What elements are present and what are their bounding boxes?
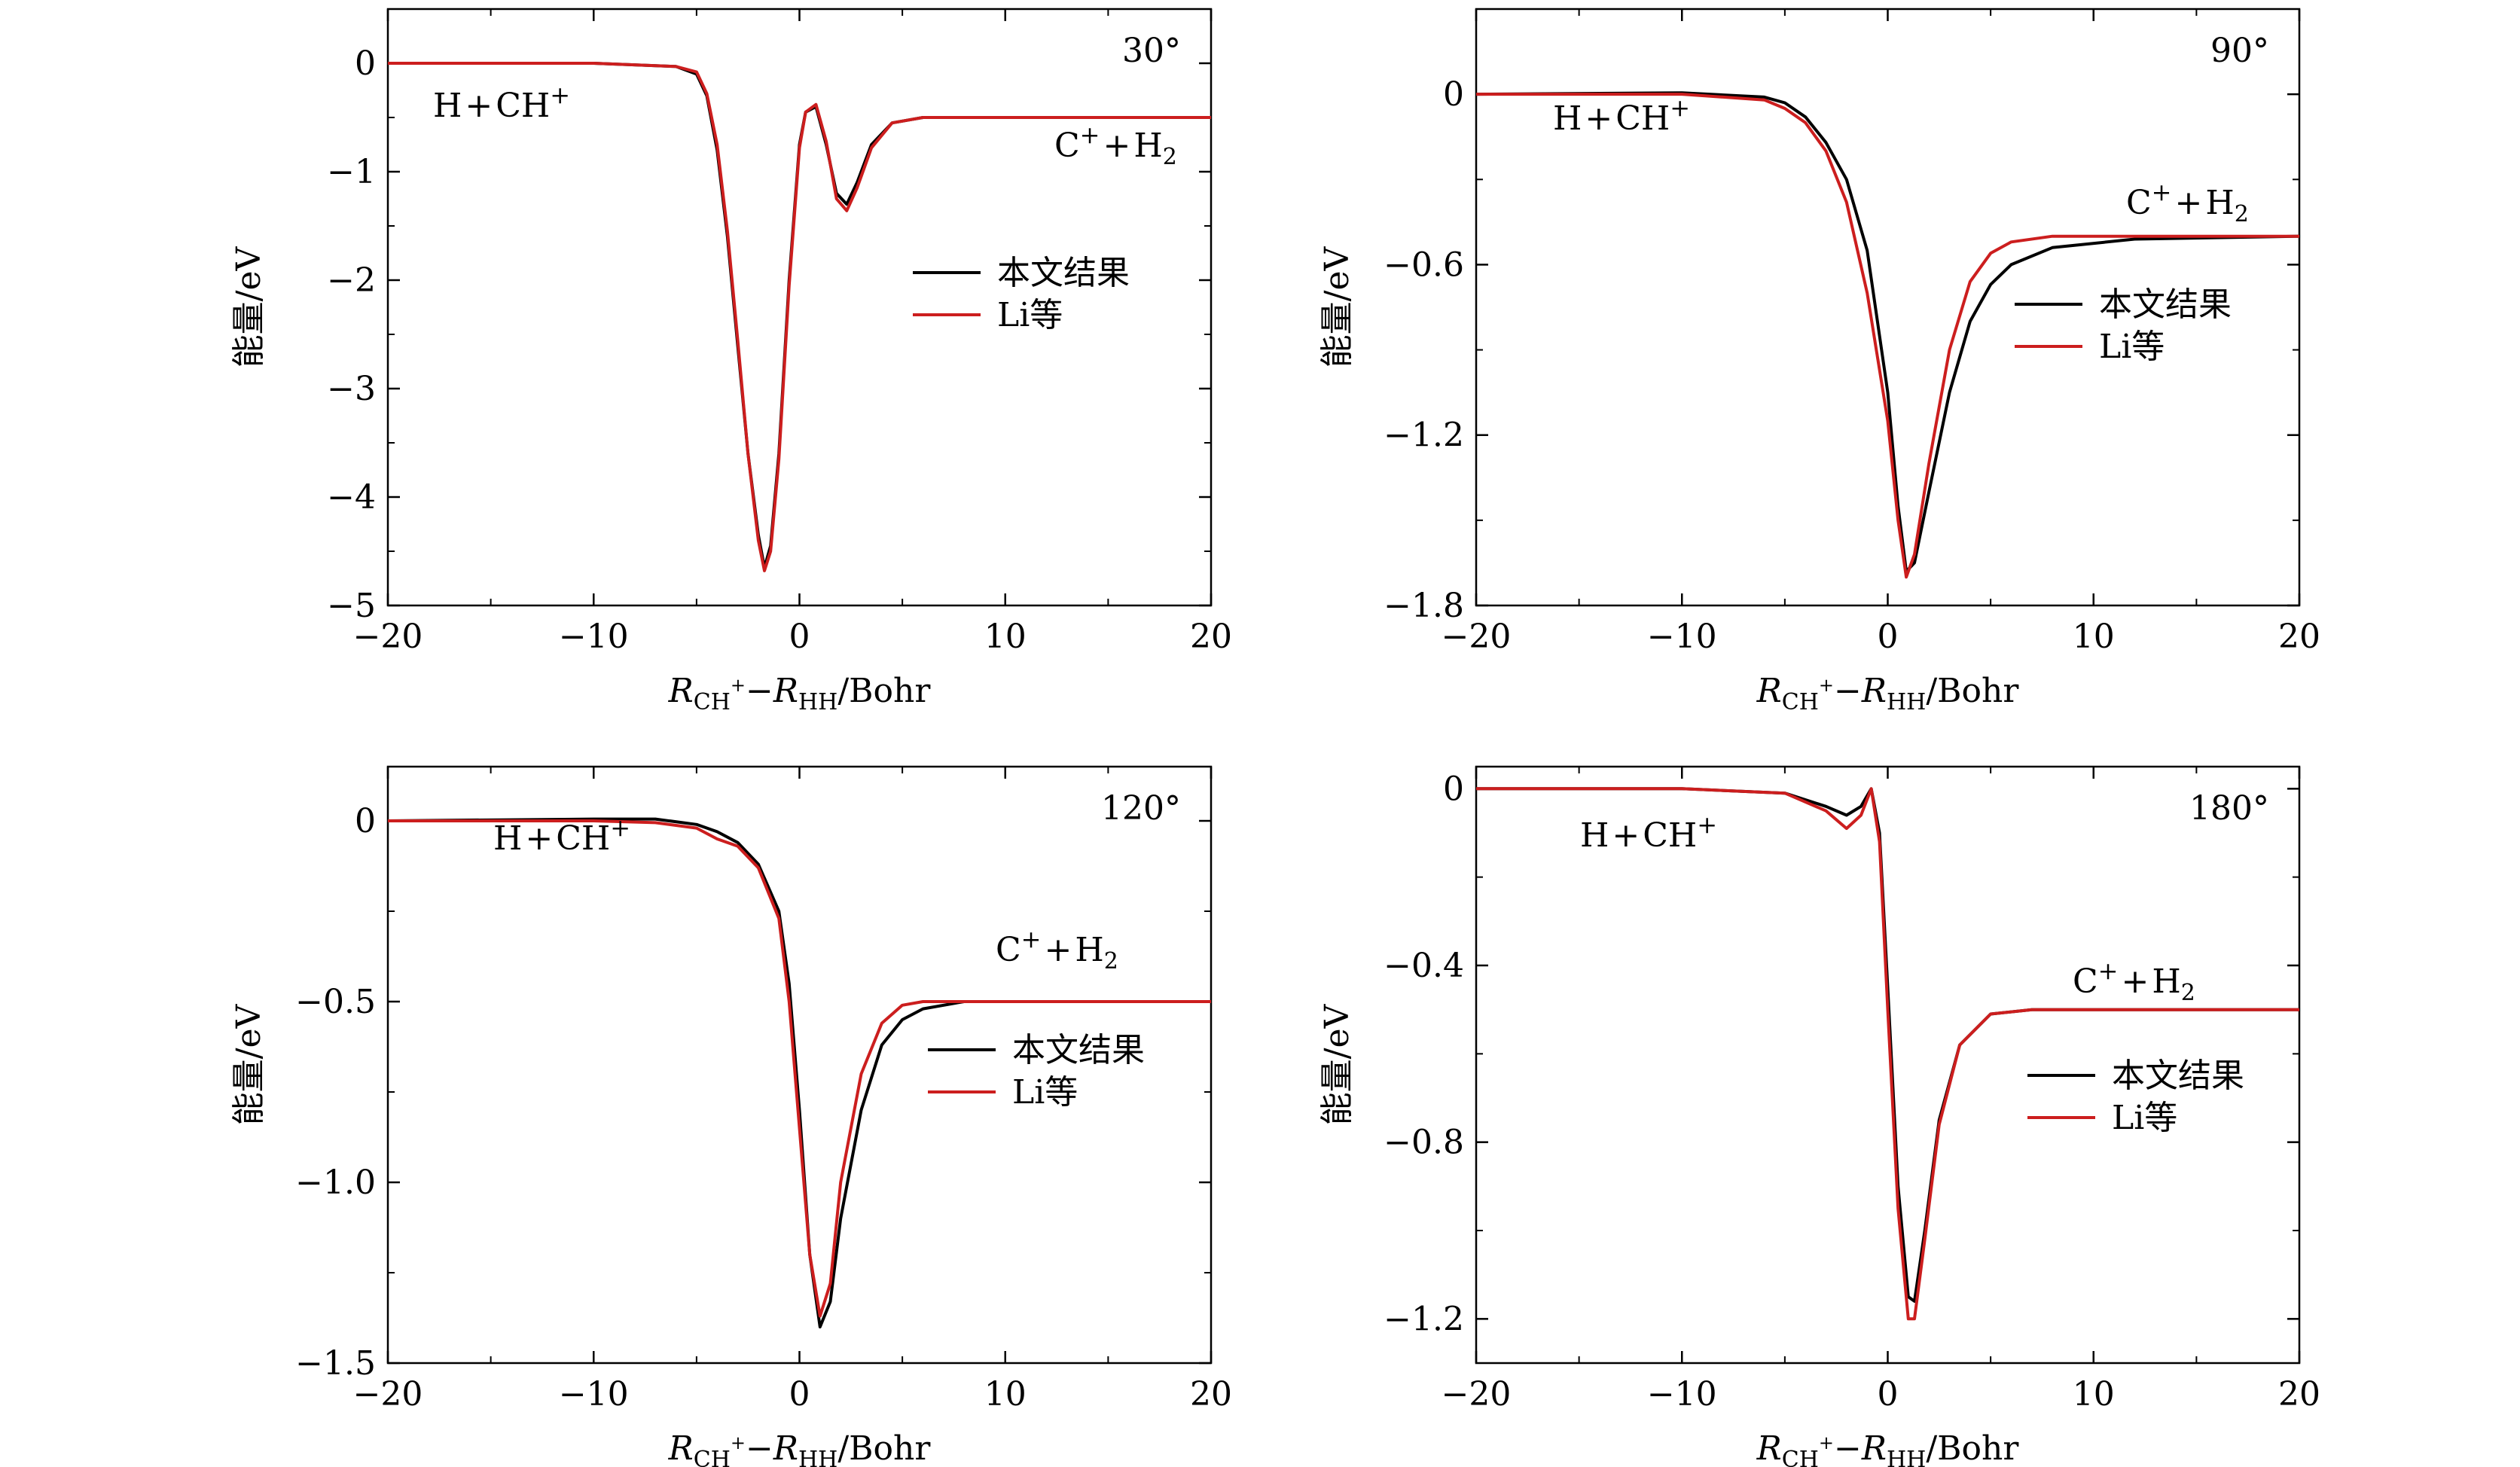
y-tick-label: −1.5: [295, 1344, 376, 1383]
product-label: C++H2: [2073, 956, 2195, 1006]
y-tick-label: −0.8: [1384, 1124, 1464, 1162]
y-axis-label: 能量/eV: [230, 246, 268, 368]
x-tick-label: −10: [559, 1375, 629, 1414]
x-tick-label: −10: [559, 618, 629, 656]
x-tick-label: −20: [353, 1375, 423, 1414]
reactant-label: H+CH+: [1553, 93, 1690, 138]
y-tick-label: 0: [355, 802, 376, 840]
legend: 本文结果 Li等: [928, 1031, 1145, 1112]
legend-label: 本文结果: [997, 254, 1130, 292]
angle-annotation: 180°: [2189, 789, 2269, 828]
series-line-li-et-al: [388, 819, 1211, 1318]
angle-annotation: 30°: [1122, 32, 1181, 70]
series-line-this-work: [1475, 91, 2300, 573]
y-tick-label: −4: [327, 478, 376, 517]
chart-panel-4: −20 −10 0 10 20 0 −0.4 −0.8 −1.2 能量/eV RCH+−RHH/Bo…: [1318, 765, 2320, 1467]
x-tick-label: 20: [1190, 618, 1232, 656]
y-tick-label: −0.5: [295, 983, 376, 1021]
y-tick-label: −1: [327, 153, 376, 191]
x-tick-label: 10: [2073, 1375, 2115, 1414]
legend-label: 本文结果: [1012, 1031, 1145, 1069]
legend-label: Li等: [2099, 328, 2165, 366]
legend: 本文结果 Li等: [2027, 1057, 2244, 1137]
legend-label: Li等: [1012, 1073, 1078, 1112]
product-label: C++H2: [2126, 178, 2249, 227]
x-tick-label: 20: [2278, 618, 2320, 656]
x-tick-label: −10: [1647, 1375, 1717, 1414]
y-tick-label: −1.8: [1384, 587, 1464, 625]
reactant-label: H+CH+: [1580, 810, 1717, 855]
x-tick-label: 20: [1190, 1375, 1232, 1414]
y-tick-label: −0.6: [1384, 246, 1464, 284]
product-label: C++H2: [1054, 120, 1177, 170]
y-tick-label: −5: [327, 587, 376, 625]
angle-annotation: 90°: [2210, 32, 2269, 70]
chart-panel-3: −20 −10 0 10 20 0 −0.5 −1.0 −1.5 能量/eV RCH+−RHH/Bo…: [230, 765, 1232, 1467]
legend-label: 本文结果: [2112, 1057, 2244, 1095]
product-label: C++H2: [996, 925, 1118, 974]
y-axis-label: 能量/eV: [1318, 246, 1356, 368]
x-axis-label: RCH+−RHH/Bohr: [1756, 1429, 2020, 1467]
x-axis-label: RCH+−RHH/Bohr: [1756, 672, 2020, 715]
x-tick-label: 0: [789, 618, 810, 656]
chart-panel-2: −20 −10 0 10 20 0 −0.6 −1.2 −1.8 能量/eV RCH+−RHH/Bo…: [1318, 8, 2320, 715]
series-line-li-et-al: [1476, 787, 2299, 1321]
series-line-li-et-al: [388, 62, 1211, 572]
legend: 本文结果 Li等: [913, 254, 1130, 334]
x-axis-label: RCH+−RHH/Bohr: [668, 672, 932, 715]
y-tick-label: 0: [355, 44, 376, 83]
legend-label: Li等: [997, 296, 1063, 334]
y-tick-label: 0: [1443, 75, 1464, 114]
x-tick-label: 0: [789, 1375, 810, 1414]
legend-label: Li等: [2112, 1099, 2177, 1137]
y-tick-label: −2: [327, 261, 376, 300]
x-tick-label: −10: [1647, 618, 1717, 656]
x-tick-label: −20: [1442, 1375, 1512, 1414]
x-tick-label: 10: [2073, 618, 2115, 656]
y-tick-label: 0: [1443, 770, 1464, 808]
legend-label: 本文结果: [2099, 285, 2232, 324]
x-tick-label: −20: [1442, 618, 1512, 656]
y-tick-label: −1.0: [295, 1164, 376, 1202]
y-axis-label: 能量/eV: [230, 1003, 268, 1125]
y-tick-label: −1.2: [1384, 1300, 1464, 1338]
y-tick-label: −0.4: [1384, 947, 1464, 985]
y-tick-label: −3: [327, 370, 376, 408]
x-tick-label: 10: [984, 1375, 1027, 1414]
x-tick-label: 0: [1878, 1375, 1899, 1414]
chart-panel-1: −20 −10 0 10 20 0 −1 −2 −3 −4 −5 能量/eV RCH+−RHH/Bohr…: [230, 8, 1232, 715]
series-line-this-work: [1476, 787, 2299, 1303]
x-tick-label: 20: [2278, 1375, 2320, 1414]
x-axis-label: RCH+−RHH/Bohr: [668, 1429, 932, 1467]
series-line-li-et-al: [1476, 93, 2299, 579]
series-line-this-work: [387, 817, 1211, 1328]
legend: 本文结果 Li等: [2015, 285, 2232, 366]
reactant-label: H+CH+: [433, 81, 570, 125]
y-tick-label: −1.2: [1384, 416, 1464, 455]
x-tick-label: −20: [353, 618, 423, 656]
angle-annotation: 120°: [1101, 789, 1181, 828]
x-tick-label: 0: [1878, 618, 1899, 656]
y-axis-label: 能量/eV: [1318, 1003, 1356, 1125]
x-tick-label: 10: [984, 618, 1027, 656]
reactant-label: H+CH+: [493, 813, 630, 858]
